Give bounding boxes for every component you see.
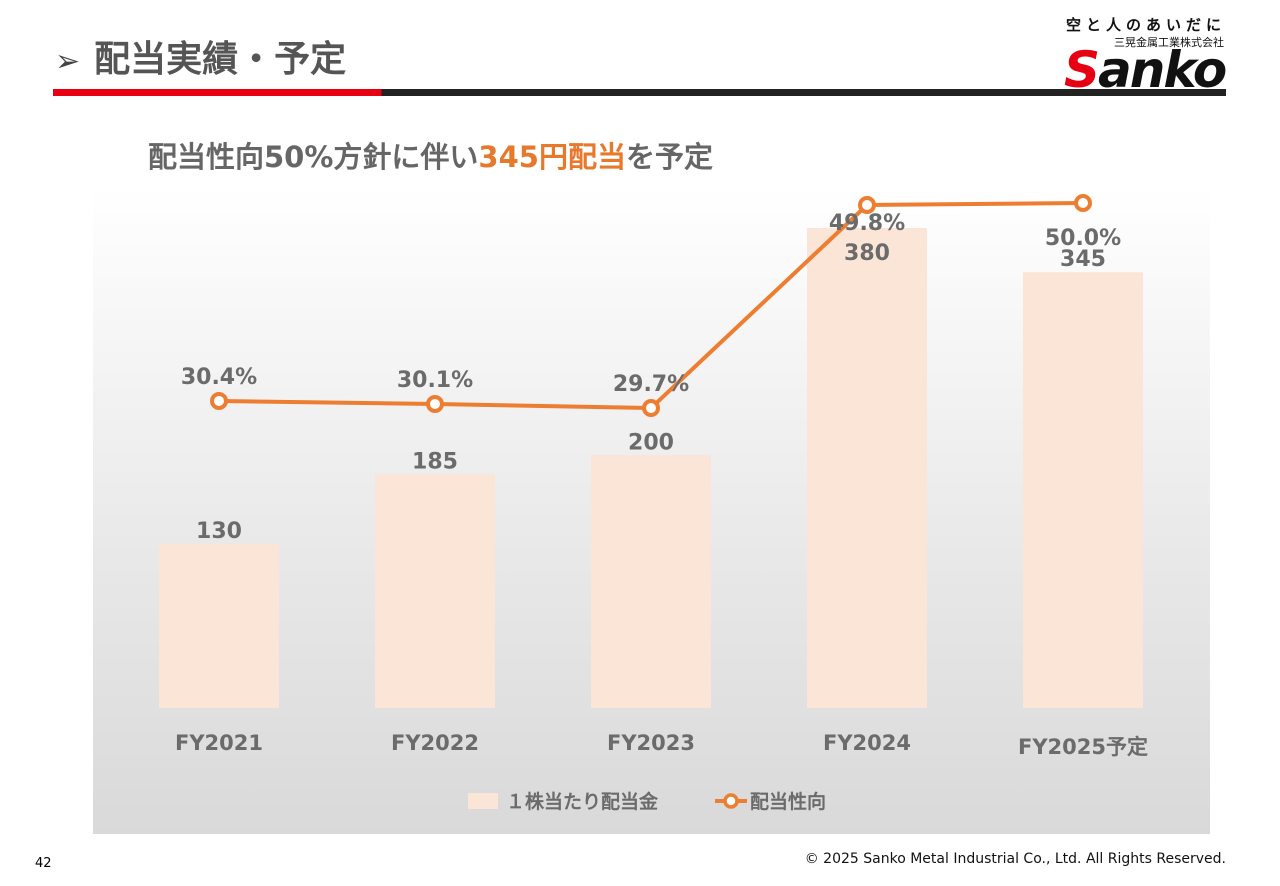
payout-point-FY2022 [426,395,444,413]
logo-wordmark: Sanko [1064,41,1227,99]
payout-point-FY2025予定 [1074,193,1092,212]
line-value-label: 29.7% [613,372,689,397]
title-arrow-icon: ➢ [55,44,81,79]
bar-FY2021 [159,543,279,708]
dividend-chart: 130 185 200 380 345 30.4% 30.1% 29.7% 49.8% 50.0%… [159,193,1148,813]
company-logo: 空と人のあいだに 三晃金属工業株式会社 Sanko [1062,14,1228,98]
headline-suffix: を予定 [625,140,713,174]
slide-title: ➢ 配当実績・予定 [55,30,346,82]
headline-highlight: 345円配当 [478,140,626,174]
logo-wordmark-rest: anko [1098,41,1227,99]
bar-value-label: 185 [412,449,458,474]
category-label: FY2024 [823,731,911,755]
bar-FY2025予定 [1023,272,1143,708]
headline-prefix: 配当性向50%方針に伴い [148,140,479,174]
category-label: FY2022 [391,731,479,755]
bar-value-label: 200 [628,430,674,455]
payout-point-FY2023 [642,399,660,418]
legend-bar-label: １株当たり配当金 [506,790,659,813]
headline: 配当性向50%方針に伴い345円配当を予定 [148,134,713,176]
category-label: FY2023 [607,731,695,755]
page-number: 42 [35,856,52,871]
chart-panel: 130 185 200 380 345 30.4% 30.1% 29.7% 49.8% 50.0%… [93,186,1210,834]
logo-company-name: 三晃金属工業株式会社 [1114,36,1224,49]
title-divider [53,89,1226,96]
line-value-label: 49.8% [829,211,905,236]
bar-FY2022 [375,474,495,708]
copyright: © 2025 Sanko Metal Industrial Co., Ltd. … [804,851,1226,867]
bar-FY2024 [807,228,927,708]
category-label: FY2021 [175,731,263,755]
legend-line-label: 配当性向 [750,790,826,813]
legend-line-marker [723,793,739,809]
payout-point-FY2021 [210,391,228,410]
bar-value-label: 345 [1060,247,1106,272]
legend-bar-swatch [468,793,498,809]
line-value-label: 50.0% [1045,226,1121,251]
logo-wordmark-s: S [1064,41,1100,99]
logo-tagline: 空と人のあいだに [1065,16,1226,34]
line-value-label: 30.4% [181,365,257,390]
payout-point-FY2024 [858,196,876,214]
bar-FY2023 [591,455,711,708]
slide-title-text: 配当実績・予定 [94,39,347,80]
bar-value-label: 130 [196,519,242,544]
category-label: FY2025予定 [1018,735,1148,759]
line-value-label: 30.1% [397,368,473,393]
bar-value-label: 380 [844,241,890,266]
